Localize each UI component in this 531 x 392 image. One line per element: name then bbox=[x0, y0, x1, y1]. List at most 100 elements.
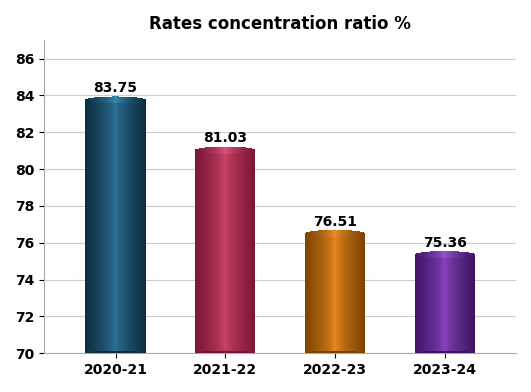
Bar bbox=[137, 98, 139, 102]
Bar bbox=[199, 148, 200, 152]
Bar bbox=[116, 350, 117, 356]
Bar bbox=[471, 253, 473, 256]
Bar bbox=[328, 233, 329, 353]
Bar bbox=[117, 100, 118, 353]
Bar bbox=[243, 351, 245, 356]
Bar bbox=[458, 351, 459, 356]
Bar bbox=[233, 147, 234, 153]
Bar bbox=[144, 353, 145, 354]
Bar bbox=[216, 150, 217, 353]
Bar bbox=[126, 97, 127, 103]
Bar bbox=[464, 254, 465, 353]
Bar bbox=[195, 149, 196, 151]
Bar bbox=[225, 147, 226, 154]
Bar bbox=[348, 233, 349, 353]
Bar bbox=[229, 350, 230, 356]
Bar bbox=[323, 233, 324, 353]
Bar bbox=[236, 150, 237, 353]
Bar bbox=[357, 351, 358, 355]
Bar bbox=[136, 100, 137, 353]
Bar bbox=[200, 148, 201, 152]
Bar bbox=[431, 254, 432, 353]
Bar bbox=[143, 99, 144, 101]
Bar bbox=[444, 254, 446, 353]
Bar bbox=[452, 254, 453, 353]
Bar bbox=[415, 353, 416, 354]
Bar bbox=[435, 251, 436, 258]
Bar bbox=[233, 350, 234, 356]
Bar bbox=[226, 147, 228, 154]
Bar bbox=[115, 100, 116, 353]
Bar bbox=[356, 233, 357, 353]
Bar bbox=[422, 351, 423, 355]
Bar bbox=[141, 352, 142, 355]
Bar bbox=[106, 97, 107, 103]
Bar bbox=[474, 254, 475, 255]
Bar bbox=[136, 98, 137, 102]
Bar bbox=[453, 254, 455, 353]
Bar bbox=[205, 351, 206, 356]
Bar bbox=[323, 230, 324, 237]
Bar bbox=[447, 254, 448, 353]
Bar bbox=[138, 100, 139, 353]
Bar bbox=[95, 100, 96, 353]
Bar bbox=[100, 351, 101, 356]
Bar bbox=[359, 352, 361, 355]
Bar bbox=[354, 231, 355, 236]
Bar bbox=[195, 353, 196, 354]
Bar bbox=[319, 230, 321, 236]
Bar bbox=[465, 252, 466, 257]
Bar bbox=[450, 254, 451, 353]
Bar bbox=[331, 350, 332, 356]
Bar bbox=[234, 150, 235, 353]
Bar bbox=[200, 150, 201, 353]
Bar bbox=[431, 251, 433, 258]
Bar bbox=[474, 353, 475, 354]
Bar bbox=[322, 230, 323, 236]
Bar bbox=[307, 232, 309, 235]
Bar bbox=[106, 350, 107, 356]
Bar bbox=[352, 351, 353, 356]
Bar bbox=[442, 350, 443, 356]
Bar bbox=[90, 100, 91, 353]
Bar bbox=[196, 149, 198, 151]
Bar bbox=[219, 150, 220, 353]
Bar bbox=[461, 254, 462, 353]
Bar bbox=[102, 351, 104, 356]
Bar bbox=[95, 351, 96, 356]
Bar bbox=[118, 350, 119, 356]
Bar bbox=[218, 150, 219, 353]
Bar bbox=[457, 251, 458, 258]
Bar bbox=[460, 351, 461, 356]
Bar bbox=[326, 233, 327, 353]
Bar bbox=[98, 100, 99, 353]
Bar bbox=[104, 100, 105, 353]
Bar bbox=[321, 233, 322, 353]
Bar bbox=[135, 97, 136, 103]
Bar bbox=[201, 150, 202, 353]
Bar bbox=[423, 254, 424, 353]
Bar bbox=[246, 148, 247, 152]
Bar bbox=[253, 149, 254, 151]
Bar bbox=[123, 350, 124, 356]
Title: Rates concentration ratio %: Rates concentration ratio % bbox=[149, 15, 411, 33]
Bar bbox=[227, 150, 228, 353]
Bar bbox=[233, 150, 234, 353]
Bar bbox=[94, 351, 95, 355]
Bar bbox=[419, 254, 420, 353]
Bar bbox=[448, 254, 449, 353]
Bar bbox=[346, 230, 347, 237]
Bar bbox=[88, 352, 89, 354]
Bar bbox=[319, 233, 320, 353]
Bar bbox=[460, 252, 461, 258]
Bar bbox=[429, 351, 430, 356]
Bar bbox=[131, 351, 132, 356]
Bar bbox=[107, 100, 108, 353]
Bar bbox=[238, 147, 239, 153]
Bar bbox=[342, 230, 344, 237]
Bar bbox=[361, 233, 362, 353]
Bar bbox=[451, 254, 452, 353]
Bar bbox=[239, 351, 241, 356]
Bar bbox=[101, 100, 102, 353]
Bar bbox=[433, 251, 434, 258]
